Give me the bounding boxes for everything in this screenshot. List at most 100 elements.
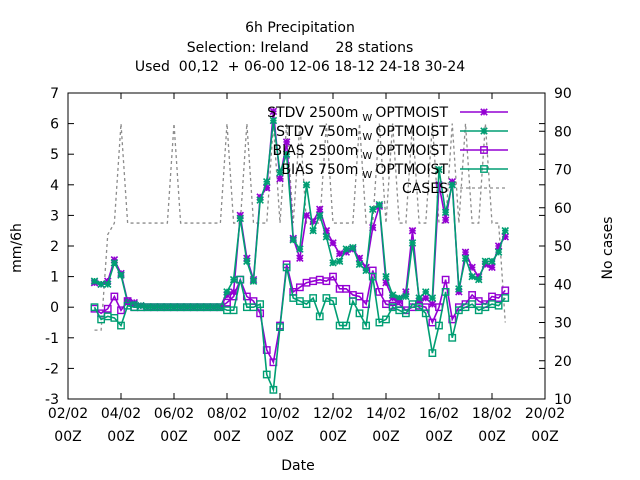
data-point bbox=[375, 200, 384, 209]
legend-name-tail: OPTMOIST bbox=[375, 124, 448, 140]
chart-title: 6h Precipitation Selection: Ireland 28 s… bbox=[135, 20, 465, 75]
data-point bbox=[415, 303, 424, 312]
data-point bbox=[355, 254, 364, 263]
x-tick-label-hour: 00Z bbox=[372, 429, 399, 445]
data-point bbox=[309, 226, 317, 235]
data-point bbox=[229, 306, 238, 315]
y2-tick-label: 80 bbox=[554, 124, 572, 140]
data-point bbox=[401, 309, 410, 318]
y-tick-label: 6 bbox=[50, 117, 59, 133]
data-point bbox=[322, 233, 331, 241]
data-point bbox=[123, 297, 132, 305]
data-point bbox=[302, 181, 311, 189]
x-axis-label: Date bbox=[281, 458, 314, 474]
x-tick-label-date: 04/02 bbox=[101, 406, 141, 422]
data-point bbox=[342, 245, 351, 253]
data-point bbox=[349, 243, 357, 252]
data-point bbox=[382, 315, 390, 324]
data-point bbox=[269, 116, 278, 125]
data-point bbox=[262, 177, 271, 186]
x-tick-label-date: 10/02 bbox=[260, 406, 300, 422]
legend-label-0: STDV 2500m W OPTMOIST bbox=[267, 105, 448, 124]
x-tick-label-date: 16/02 bbox=[419, 406, 459, 422]
y-tick-label: 5 bbox=[50, 147, 59, 163]
data-point bbox=[355, 292, 364, 301]
y-tick-label: -2 bbox=[45, 361, 59, 377]
data-point bbox=[362, 321, 371, 330]
data-point bbox=[329, 297, 337, 305]
x-tick-label-hour: 00Z bbox=[319, 429, 346, 445]
data-point bbox=[494, 242, 503, 250]
data-point bbox=[302, 211, 311, 220]
data-point bbox=[368, 223, 377, 232]
x-tick-label-hour: 00Z bbox=[160, 429, 187, 445]
x-tick-label-hour: 00Z bbox=[478, 429, 505, 445]
y2-tick-label: 10 bbox=[554, 392, 572, 408]
y-tick-label: 3 bbox=[50, 208, 59, 224]
data-point bbox=[435, 321, 443, 330]
title-line-2: Selection: Ireland 28 stations bbox=[187, 40, 414, 56]
data-point bbox=[315, 211, 324, 220]
y-tick-label: 0 bbox=[50, 300, 59, 316]
data-point bbox=[110, 314, 119, 322]
x-tick-label-hour: 00Z bbox=[54, 429, 81, 445]
data-point bbox=[362, 266, 370, 275]
data-point bbox=[296, 254, 304, 263]
data-point bbox=[441, 208, 450, 217]
x-tick-label-hour: 00Z bbox=[107, 429, 134, 445]
data-point bbox=[348, 297, 357, 305]
data-point bbox=[368, 272, 377, 281]
data-point bbox=[368, 205, 377, 214]
title-line-1: 6h Precipitation bbox=[245, 20, 355, 36]
legend-subscript: W bbox=[362, 132, 372, 143]
y2-tick-label: 20 bbox=[554, 354, 572, 370]
data-point bbox=[243, 257, 251, 266]
data-point bbox=[256, 300, 265, 309]
data-point bbox=[335, 249, 344, 258]
data-point bbox=[262, 346, 271, 354]
y-axis-label: mm/6h bbox=[9, 223, 25, 273]
data-point bbox=[262, 184, 271, 192]
data-point bbox=[441, 216, 450, 224]
data-point bbox=[342, 321, 351, 330]
data-point bbox=[402, 292, 410, 301]
x-tick-label-date: 06/02 bbox=[154, 406, 194, 422]
data-point bbox=[90, 303, 99, 312]
x-tick-label-date: 18/02 bbox=[472, 406, 512, 422]
data-point bbox=[223, 288, 231, 296]
data-point bbox=[90, 277, 99, 285]
legend-label-1: STDV 750m W OPTMOIST bbox=[276, 124, 448, 143]
legend-name-tail: OPTMOIST bbox=[375, 162, 448, 178]
data-point bbox=[501, 226, 510, 235]
data-point bbox=[236, 214, 245, 223]
data-point bbox=[236, 275, 245, 284]
data-point bbox=[309, 294, 318, 302]
data-point bbox=[117, 271, 125, 279]
legend-subscript: W bbox=[362, 170, 372, 181]
data-point bbox=[269, 107, 278, 116]
y-tick-label: -1 bbox=[45, 331, 59, 347]
data-point bbox=[276, 168, 284, 177]
data-point bbox=[421, 309, 430, 318]
x-tick-label-hour: 00Z bbox=[266, 429, 293, 445]
data-point bbox=[97, 280, 105, 289]
data-point bbox=[355, 309, 364, 318]
y2-axis-label: No cases bbox=[600, 217, 616, 280]
data-point bbox=[474, 275, 483, 284]
data-point bbox=[468, 300, 477, 309]
data-point bbox=[256, 196, 264, 204]
legend-marker-2 bbox=[480, 146, 488, 154]
x-tick-label-hour: 00Z bbox=[531, 429, 558, 445]
data-point bbox=[322, 226, 331, 235]
data-point bbox=[269, 385, 278, 394]
axes: -3 -2 -1 0 1 2 3 4 5 6 7 10 20 30 40 50 60 70 80 90 02/02 00Z… bbox=[45, 86, 572, 445]
legend-label-4: CASES bbox=[402, 181, 448, 197]
data-point bbox=[461, 248, 470, 256]
series-line-3 bbox=[93, 267, 506, 393]
data-point bbox=[481, 257, 490, 266]
data-point bbox=[315, 312, 324, 321]
data-point bbox=[322, 277, 331, 286]
data-point bbox=[448, 181, 457, 189]
data-point bbox=[421, 288, 430, 296]
data-point bbox=[117, 321, 125, 330]
